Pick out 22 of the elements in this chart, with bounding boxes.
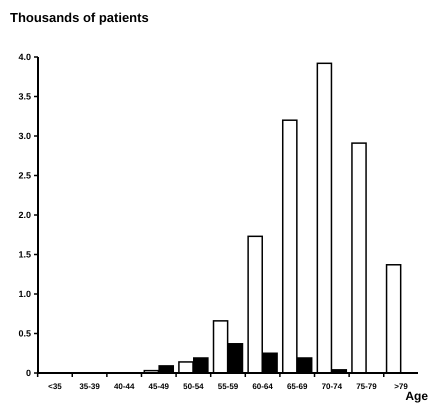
x-tick-label: >79: [394, 382, 408, 391]
x-tick-label: 65-69: [286, 382, 308, 391]
x-tick-label: 40-44: [114, 382, 135, 391]
x-tick-label: 60-64: [252, 382, 274, 391]
y-tick-label: 1.5: [18, 250, 31, 260]
y-tick-label: 3.0: [18, 131, 31, 142]
y-tick-label: 0.5: [18, 328, 31, 339]
x-tick-label: 70-74: [322, 382, 343, 391]
y-tick-label: 0: [26, 368, 31, 378]
x-tick-label: <35: [48, 382, 62, 391]
x-tick-label: 50-54: [183, 382, 204, 391]
x-axis-title: Age: [405, 389, 428, 403]
y-tick-label: 2.0: [18, 210, 31, 220]
y-tick-label: 2.5: [18, 170, 31, 181]
y-tick-label: 1.0: [18, 289, 31, 300]
y-axis-title: Thousands of patients: [10, 10, 149, 25]
x-tick-label: 55-59: [218, 382, 239, 391]
y-tick-label: 4.0: [18, 52, 31, 62]
x-tick-label: 35-39: [79, 382, 100, 391]
x-tick-label: 75-79: [356, 382, 378, 391]
y-tick-label: 3.5: [18, 92, 31, 102]
x-tick-label: 45-49: [148, 382, 170, 391]
